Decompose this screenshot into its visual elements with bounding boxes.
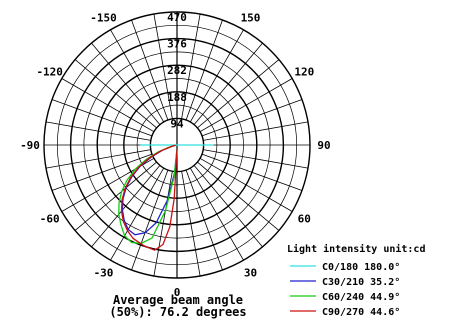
angle-label: -30: [94, 266, 114, 279]
angle-label: 150: [241, 12, 261, 25]
legend-entry: C0/180 180.0°: [322, 262, 400, 273]
legend-entry: C90/270 44.6°: [322, 307, 400, 318]
radial-tick-label: 470: [167, 11, 187, 24]
caption-line-2: (50%): 76.2 degrees: [109, 305, 247, 319]
series-curve-4: [120, 144, 178, 251]
angle-label: 60: [298, 213, 311, 226]
radial-tick-label: 282: [167, 64, 187, 77]
legend: Light intensity unit:cd C0/180 180.0° C30/…: [287, 243, 425, 318]
legend-entry: C30/210 35.2°: [322, 277, 400, 288]
angle-label: 30: [244, 266, 257, 279]
radial-tick-label: 94: [170, 117, 184, 130]
angle-label: 0: [174, 286, 181, 299]
unit-label: Light intensity unit:cd: [287, 243, 425, 255]
radial-tick-label: 188: [167, 91, 187, 104]
legend-entry: C60/240 44.9°: [322, 292, 400, 303]
angle-label: -150: [90, 12, 117, 25]
caption-line-1: Average beam angle: [112, 293, 244, 307]
axis-labels: 94 188 282 376 470 0 30 60 90 120 150 -30 -60 -90 -120…: [20, 11, 331, 299]
angle-label: -120: [36, 66, 63, 79]
angle-label: 90: [317, 139, 330, 152]
angle-label: 120: [294, 66, 314, 79]
beam-angle-caption: Average beam angle (50%): 76.2 degrees: [78, 294, 278, 318]
angle-label: -60: [40, 213, 60, 226]
polar-grid: [43, 11, 311, 279]
angle-label: -90: [20, 139, 40, 152]
series-layer: [118, 144, 214, 251]
radial-tick-label: 376: [167, 38, 187, 51]
